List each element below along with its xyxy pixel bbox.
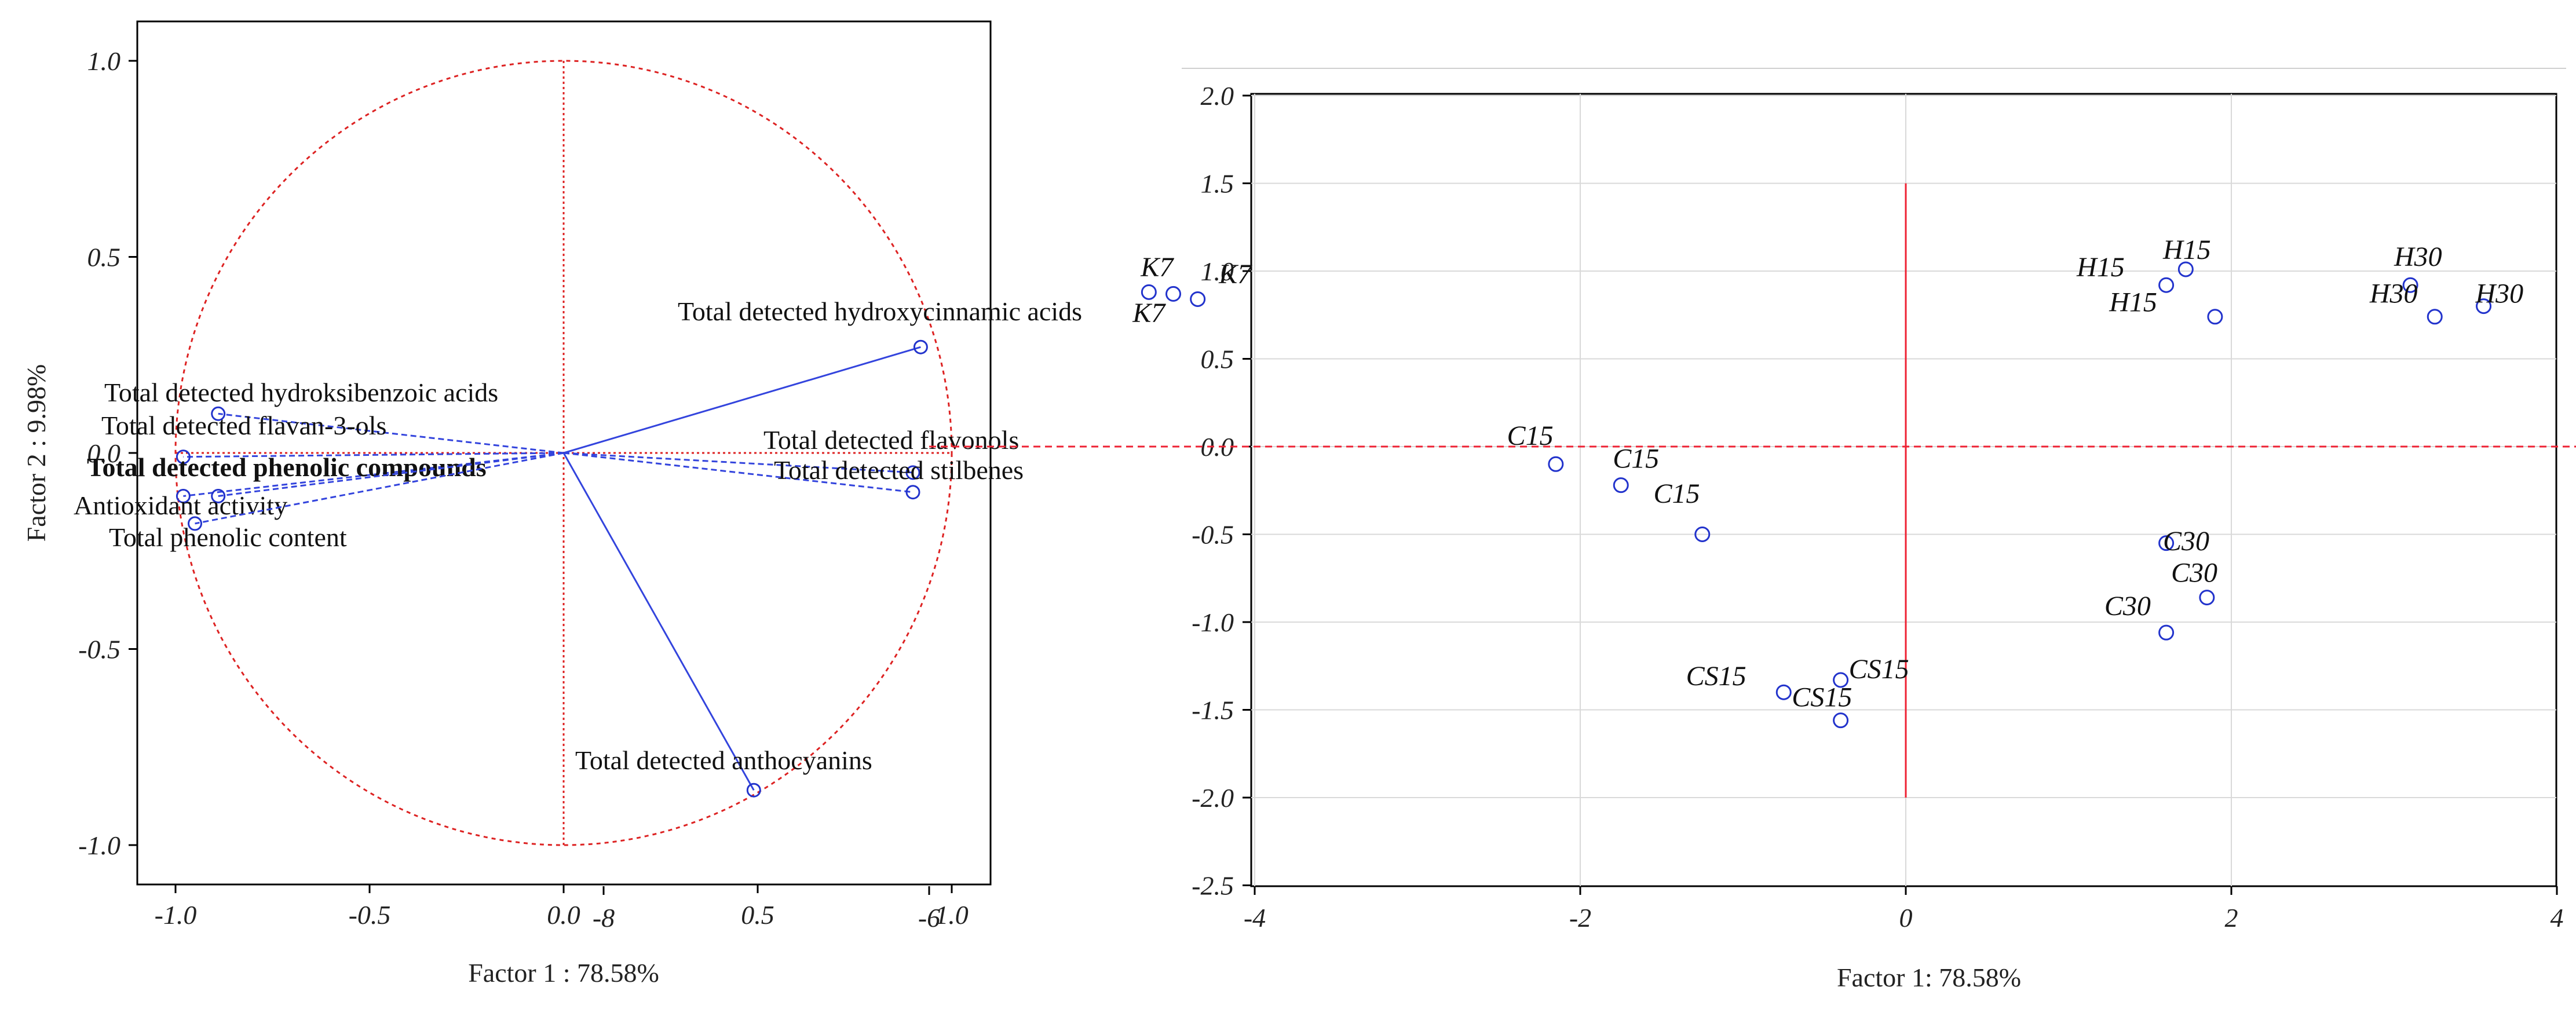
loadings-x-tick-label: 1.0	[935, 900, 969, 930]
scores-x-tick-label: -6	[918, 903, 940, 933]
scores-y-tick-label: -1.5	[1192, 696, 1234, 725]
loadings-y-tick-label: 1.0	[87, 46, 121, 76]
scores-y-tick-label: 0.5	[1201, 345, 1234, 374]
loadings-x-tick-label: -0.5	[349, 900, 391, 930]
loadings-x-tick-label: 0.5	[741, 900, 774, 930]
loading-point	[176, 488, 191, 503]
score-point	[2177, 261, 2194, 277]
score-point-label: CS15	[1792, 682, 1852, 712]
score-point-label: C30	[2104, 591, 2151, 622]
score-point-label: C30	[2163, 526, 2209, 557]
scores-x-tick-label: -4	[1244, 903, 1266, 933]
score-point	[2199, 590, 2215, 606]
scores-y-tick-label: 2.0	[1201, 81, 1234, 111]
scores-x-axis-label: Factor 1: 78.58%	[1837, 963, 2021, 992]
score-point-label: C15	[1653, 478, 1700, 509]
scores-x-tick-label: 2	[2225, 903, 2238, 933]
scores-y-tick-label: 0.0	[1201, 432, 1234, 462]
score-point-label: C15	[1507, 421, 1554, 451]
loadings-y-tick-label: -0.5	[78, 635, 120, 664]
loading-vector	[183, 452, 564, 458]
loadings-y-axis-label: Factor 2 : 9.98%	[21, 364, 51, 542]
loading-point	[905, 485, 920, 500]
score-point	[2207, 309, 2223, 325]
loading-vector	[563, 452, 914, 474]
score-point	[1548, 456, 1564, 472]
score-point	[2158, 277, 2175, 293]
scores-plot-frame	[1250, 93, 2557, 887]
score-point-label: H15	[2109, 287, 2157, 318]
score-point	[1694, 527, 1711, 542]
loadings-y-tick-label: 0.0	[87, 438, 121, 468]
loading-vector	[218, 452, 564, 497]
loadings-y-tick-label: -1.0	[78, 831, 120, 860]
score-point-label: H15	[2162, 235, 2211, 265]
scores-y-tick-label: -2.0	[1192, 783, 1234, 813]
score-point	[2158, 624, 2175, 641]
score-point	[1165, 286, 1181, 302]
score-point	[1775, 684, 1792, 700]
loadings-x-tick-label: -1.0	[155, 900, 197, 930]
score-point	[2402, 277, 2418, 293]
loading-vector	[183, 452, 564, 497]
loadings-y-tick-label: 0.5	[87, 243, 121, 272]
scores-y-tick-label: -2.5	[1192, 871, 1234, 901]
loading-point	[211, 406, 226, 421]
score-point	[1613, 477, 1629, 493]
loading-label: Total detected flavonols	[763, 425, 1019, 455]
scores-y-tick-label: -0.5	[1192, 520, 1234, 550]
scores-x-tick-label: 4	[2551, 903, 2564, 933]
loadings-plot: -1.0 -0.5 0.0 0.5 1.0 1.0 0.5 0.0 -0.5 -1.0 Total…	[21, 20, 1082, 988]
scores-plot: -8-6-4-2024682.01.51.00.50.0-0.5-1.0-1.5…	[593, 68, 2576, 992]
loading-label: Total phenolic content	[109, 522, 347, 552]
loading-label: Total detected phenolic compounds	[87, 452, 487, 482]
score-point	[2476, 298, 2492, 315]
loading-label: Total detected hydroksibenzoic acids	[104, 378, 498, 407]
loading-label: Total detected anthocyanins	[575, 745, 872, 775]
score-point	[1141, 284, 1157, 300]
loading-vector	[562, 452, 755, 791]
score-point-label: C30	[2171, 557, 2217, 588]
score-point	[2158, 535, 2175, 551]
score-point-label: K7	[1218, 259, 1252, 290]
loading-vector	[195, 452, 564, 525]
scores-y-tick-label: 1.0	[1201, 257, 1234, 286]
loading-vector	[563, 346, 921, 454]
score-point-label: C15	[1613, 443, 1659, 474]
score-point	[2427, 309, 2443, 325]
loading-point	[746, 783, 761, 798]
scores-x-tick-label: 0	[1899, 903, 1913, 933]
score-point	[1190, 291, 1206, 307]
loading-label: Total detected hydroxycinnamic acids	[678, 297, 1082, 326]
scores-x-tick-label: -8	[593, 903, 615, 933]
scores-x-tick-label: -2	[1569, 903, 1591, 933]
score-point-label: CS15	[1686, 661, 1746, 692]
loading-label: Antioxidant activity	[74, 491, 287, 520]
score-point-label: K7	[1132, 298, 1166, 328]
score-point-label: K7	[1140, 252, 1174, 283]
score-point-label: H30	[2475, 279, 2524, 309]
score-point-label: H30	[2394, 242, 2442, 272]
loadings-x-axis-label: Factor 1 : 78.58%	[468, 958, 659, 988]
score-point-label: H15	[2076, 252, 2125, 283]
score-point	[1833, 712, 1849, 729]
loading-label: Total detected flavan-3-ols	[101, 411, 386, 440]
loading-vector	[218, 412, 564, 454]
loading-point	[188, 516, 202, 531]
score-point-label: CS15	[1849, 654, 1909, 685]
scores-y-tick-label: 1.5	[1201, 169, 1234, 199]
loading-point	[905, 465, 920, 480]
scores-y-tick-label: -1.0	[1192, 608, 1234, 637]
loading-label: Total detected stilbenes	[774, 455, 1024, 485]
loading-point	[913, 339, 928, 354]
loading-point	[176, 449, 191, 465]
loadings-x-tick-label: 0.0	[547, 900, 580, 930]
score-point-label: H30	[2369, 279, 2418, 309]
loading-vector	[563, 452, 914, 493]
loading-point	[211, 488, 226, 503]
score-point	[1833, 672, 1849, 688]
